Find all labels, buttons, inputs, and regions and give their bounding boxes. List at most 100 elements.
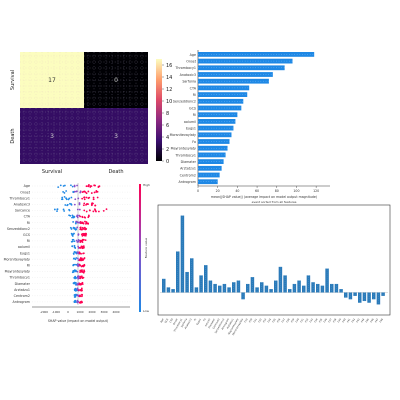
beeswarm-point — [92, 198, 95, 201]
contribution-bar — [264, 285, 269, 293]
beeswarm-point — [93, 208, 96, 211]
beeswarm-point — [61, 196, 64, 199]
contribution-bar — [367, 292, 371, 303]
importance-bar — [198, 179, 218, 185]
beeswarm-feature-label: Thrombocy1 — [8, 196, 30, 200]
beeswarm-point — [80, 269, 83, 272]
beeswarm-point — [81, 221, 84, 224]
beeswarm-point — [73, 227, 76, 229]
p2-xlabel: mean(|SHAP value|) (average impact on mo… — [211, 195, 317, 199]
beeswarm-point — [76, 241, 79, 243]
contribution-category-label: F39 — [337, 318, 342, 324]
contribution-category-label: F40 — [342, 318, 347, 324]
beeswarm-point — [62, 190, 65, 193]
beeswarm-point — [72, 190, 75, 193]
contribution-category-label: F41 — [346, 318, 351, 324]
beeswarm-point — [53, 208, 56, 211]
beeswarm-feature-label: Mayrontesylaty — [5, 270, 30, 274]
beeswarm-point — [69, 202, 71, 205]
beeswarm-point — [78, 203, 81, 206]
heatmap-col-label: Survival — [42, 169, 62, 175]
contribution-category-label: F43 — [356, 318, 361, 324]
p3-xlabel: SHAP value (impact on model output) — [48, 319, 108, 323]
beeswarm-point — [82, 204, 85, 207]
importance-feature-label: Morsnitevaylaty — [170, 133, 196, 137]
beeswarm-point — [84, 191, 87, 194]
beeswarm-point — [85, 221, 88, 223]
importance-feature-label: Thrombocy1 — [174, 66, 196, 70]
contribution-category-label: GCS — [164, 318, 169, 324]
beeswarm-point — [79, 257, 82, 259]
beeswarm-point — [77, 294, 79, 297]
importance-x-tick-label: 0 — [197, 189, 199, 193]
beeswarm-point — [63, 192, 66, 194]
contribution-bar — [250, 277, 255, 293]
beeswarm-point — [77, 265, 80, 268]
beeswarm-point — [79, 191, 82, 194]
beeswarm-point — [76, 270, 79, 273]
beeswarm-point — [74, 288, 77, 291]
contribution-bar — [162, 278, 166, 293]
importance-feature-label: Centrom2 — [180, 173, 196, 177]
beeswarm-point — [78, 295, 81, 298]
beeswarm-point — [70, 196, 73, 199]
beeswarm-point — [66, 203, 69, 206]
beeswarm-point — [70, 240, 73, 243]
beeswarm-feature-label: CTA — [24, 215, 31, 219]
contribution-category-label: F20 — [248, 318, 253, 324]
beeswarm-point — [71, 214, 74, 217]
contribution-bar — [339, 289, 343, 293]
feature-contribution-panel: event sorted from all features Age GCS CTA… — [157, 200, 391, 336]
importance-x-tick-label: 120 — [313, 189, 319, 193]
contribution-category-label: F37 — [328, 318, 333, 324]
beeswarm-point — [81, 265, 83, 268]
p4-frame — [157, 204, 391, 316]
beeswarm-point — [79, 226, 82, 229]
beeswarm-point — [78, 301, 81, 304]
heatmap-cell-value: 0 — [114, 77, 118, 84]
contribution-category-label: Antrogrom — [221, 317, 230, 330]
beeswarm-point — [74, 258, 77, 261]
beeswarm-point — [81, 281, 84, 284]
beeswarm-point — [80, 288, 83, 291]
importance-feature-label: Antrogrom — [178, 180, 196, 184]
beeswarm-point — [73, 246, 76, 249]
beeswarm-point — [64, 184, 66, 187]
heatmap-cell-value: 3 — [50, 133, 54, 140]
contribution-bar — [297, 280, 301, 293]
contribution-category-label: F24 — [267, 318, 272, 324]
colorbar-tick-label: 2 — [166, 147, 169, 153]
importance-bar — [198, 159, 224, 164]
p4-title: event sorted from all features — [252, 200, 297, 204]
beeswarm-point — [72, 238, 75, 241]
beeswarm-x-tick-label: 1000 — [76, 310, 83, 314]
heatmap-cell-value: 17 — [48, 77, 56, 84]
beeswarm-point — [75, 257, 78, 259]
beeswarm-point — [79, 271, 81, 273]
beeswarm-point — [92, 196, 95, 199]
contribution-bar — [320, 285, 325, 293]
beeswarm-point — [80, 259, 82, 262]
beeswarm-point — [75, 228, 78, 231]
contribution-category-label: F26 — [276, 318, 281, 324]
contribution-category-label: Diamater — [208, 318, 216, 329]
beeswarm-point — [79, 241, 82, 244]
contribution-bar — [260, 282, 264, 293]
beeswarm-point — [64, 204, 67, 206]
beeswarm-point — [68, 208, 70, 211]
contribution-bar — [274, 280, 278, 293]
contribution-category-label: Arztatzu1 — [226, 318, 235, 330]
shap-beeswarm-panel: Age Onset Thrombocy1 Anatoxic3 Sarcance CTA Ri… — [4, 183, 150, 323]
contribution-bar — [208, 280, 213, 293]
beeswarm-point — [98, 185, 101, 188]
beeswarm-point — [80, 245, 83, 248]
importance-feature-label: Thrombocy1 — [174, 153, 196, 157]
beeswarm-point — [63, 196, 66, 198]
contribution-category-label: F29 — [290, 318, 295, 324]
shap-colorbar-high: High — [143, 183, 150, 187]
beeswarm-point — [97, 210, 100, 213]
contribution-category-label: F30 — [295, 318, 300, 324]
contribution-category-label: F22 — [258, 318, 263, 324]
beeswarm-point — [83, 270, 86, 273]
